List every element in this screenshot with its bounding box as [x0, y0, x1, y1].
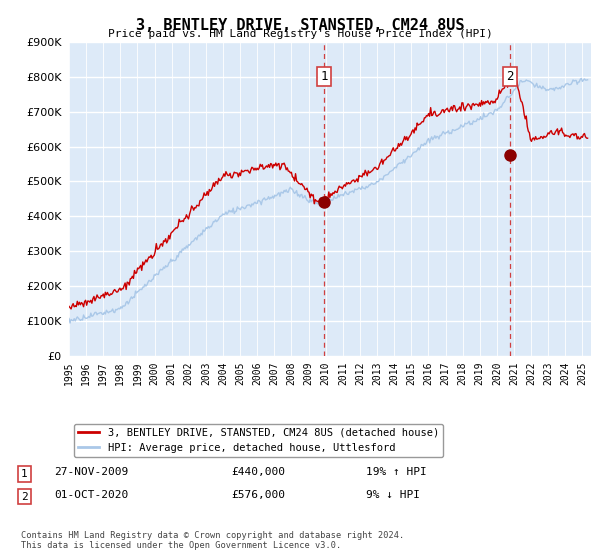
Text: 9% ↓ HPI: 9% ↓ HPI [366, 490, 420, 500]
Text: 01-OCT-2020: 01-OCT-2020 [54, 490, 128, 500]
Text: 1: 1 [21, 469, 28, 479]
Text: 2: 2 [506, 71, 514, 83]
Text: 19% ↑ HPI: 19% ↑ HPI [366, 468, 427, 478]
Text: 3, BENTLEY DRIVE, STANSTED, CM24 8US: 3, BENTLEY DRIVE, STANSTED, CM24 8US [136, 18, 464, 33]
Text: 2: 2 [21, 492, 28, 502]
Text: 27-NOV-2009: 27-NOV-2009 [54, 468, 128, 478]
Text: Contains HM Land Registry data © Crown copyright and database right 2024.
This d: Contains HM Land Registry data © Crown c… [21, 530, 404, 550]
Text: £440,000: £440,000 [231, 468, 285, 478]
Text: Price paid vs. HM Land Registry's House Price Index (HPI): Price paid vs. HM Land Registry's House … [107, 29, 493, 39]
Text: £576,000: £576,000 [231, 490, 285, 500]
Text: 1: 1 [320, 71, 328, 83]
Legend: 3, BENTLEY DRIVE, STANSTED, CM24 8US (detached house), HPI: Average price, detac: 3, BENTLEY DRIVE, STANSTED, CM24 8US (de… [74, 423, 443, 457]
